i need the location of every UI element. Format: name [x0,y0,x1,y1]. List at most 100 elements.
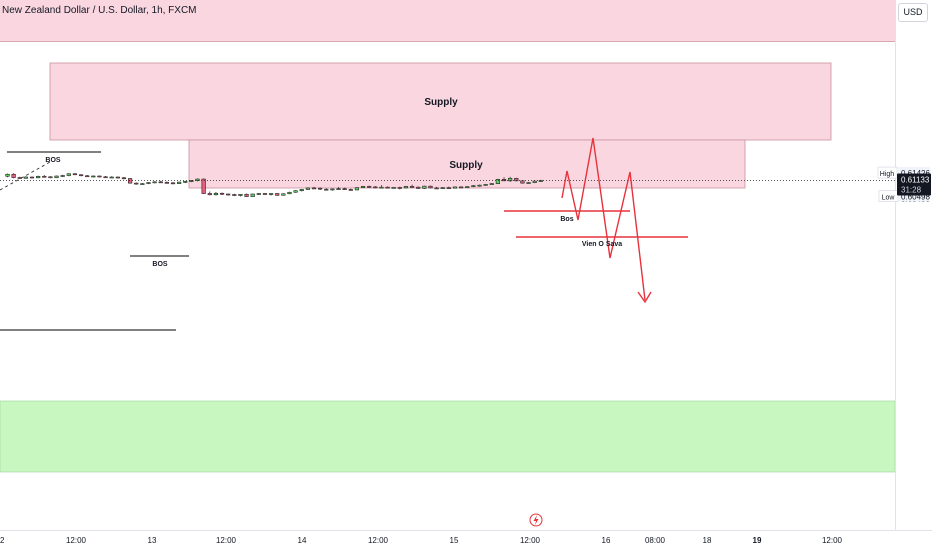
candle-body [287,191,292,195]
candle [446,186,451,189]
candle [29,176,35,179]
candle-body [428,185,433,189]
candle [293,190,298,193]
candle [409,184,415,188]
candle-body [299,189,304,192]
candle [268,193,274,196]
candle-body [281,193,286,196]
candle-body [293,190,298,193]
candle [495,178,501,185]
candle [275,193,280,196]
candle [207,191,212,196]
candle-body [85,175,90,178]
candle [287,191,292,195]
candle [403,185,409,189]
candle-body [146,182,151,184]
candle-body [213,192,219,196]
candle [434,186,439,190]
candle-body [5,173,10,177]
candle-body [367,186,372,188]
time-tick-label: 12:00 [66,536,87,545]
candle-body [379,186,384,189]
candle-body [219,192,225,195]
bos-label-2: BOS [152,261,168,268]
candle [428,185,433,189]
symbol-title: New Zealand Dollar / U.S. Dollar, 1h, FX… [2,5,197,16]
candle-body [78,174,84,177]
high-value-box [898,167,930,179]
candle [60,174,65,178]
low-label: Low [882,195,896,202]
candle [134,182,139,185]
candle-body [60,175,65,177]
candle-body [459,186,464,189]
candle [140,183,145,185]
candle [109,176,114,179]
candle [367,185,372,188]
candle-body [232,194,237,196]
candle-body [183,181,188,183]
time-tick-label: 14 [298,536,307,545]
candle [281,193,286,196]
candle [195,178,200,182]
candle [330,188,335,191]
current-price-tag [897,173,931,196]
low-value-box [898,190,930,202]
candle [238,193,243,197]
candle-body [330,188,335,191]
time-tick-label: 13 [148,536,157,545]
candle-body [373,186,378,189]
candle [42,174,47,178]
lightning-icon[interactable] [529,513,543,527]
candle [48,176,53,179]
candle-body [385,186,390,189]
candle [305,187,310,190]
lightning-icon-bolt[interactable] [533,515,539,525]
supply-zone-top-border [0,41,895,42]
candle-body [109,176,114,179]
time-tick-label: 12:00 [520,536,541,545]
candle-body [29,176,35,179]
time-tick-label: 15 [450,536,459,545]
candle-body [189,180,194,182]
time-tick-label: 08:00 [645,536,666,545]
candle [11,173,16,179]
bos-label-3: Bos [560,216,573,223]
candle [121,177,127,180]
candle-body [489,183,494,185]
currency-button[interactable]: USD [898,3,928,22]
candle-body [152,181,157,184]
candle [532,180,537,184]
candle [103,176,108,179]
candle-body [452,186,458,189]
candle [152,181,157,184]
demand-zone [0,400,896,473]
candle-body [121,177,127,180]
candle [219,192,225,196]
candle-body [318,187,323,190]
bar-countdown: 31:28 [901,186,922,195]
candle-body [158,181,163,184]
candle-body [23,176,28,179]
candle [483,183,488,186]
candle-body [422,185,427,189]
candle-body [495,179,501,184]
candle [360,185,366,189]
candle-body [440,187,445,189]
candle-body [91,175,96,178]
candle-body [354,187,360,191]
candle-body [250,193,255,197]
candle [452,186,458,189]
candle [318,187,323,190]
time-tick-label: 12:00 [822,536,843,545]
candle-body [409,186,415,188]
candle-body [275,193,280,196]
candle-body [483,184,488,186]
candle [115,176,120,179]
candle [146,182,151,185]
candle-body [66,173,71,176]
candle-body [434,187,439,190]
candle-body [42,175,47,178]
